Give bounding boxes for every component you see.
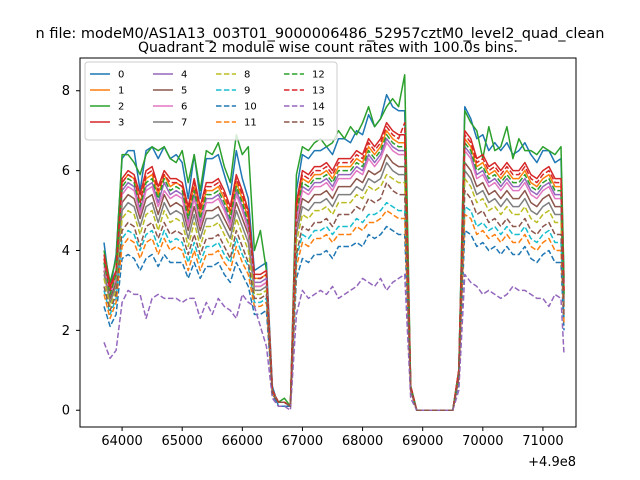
- figure-suptitle: n file: modeM0/AS1A13_003T01_9000006486_…: [36, 26, 605, 42]
- y-axis: 0 2 4 6 8: [62, 84, 80, 419]
- y-tick-label: 8: [62, 84, 70, 99]
- legend-label-3: 3: [118, 118, 124, 129]
- x-tick-label: 67000: [282, 434, 323, 449]
- x-tick-label: 66000: [222, 434, 263, 449]
- legend-label-2: 2: [118, 102, 124, 113]
- legend-label-12: 12: [312, 70, 325, 81]
- series-line-9: [103, 201, 565, 411]
- series-line-5: [103, 153, 565, 411]
- legend-label-13: 13: [312, 86, 325, 97]
- legend-label-5: 5: [181, 86, 187, 97]
- series-line-14: [103, 273, 565, 411]
- x-tick-label: 64000: [101, 434, 142, 449]
- y-tick-label: 2: [62, 324, 70, 339]
- series-line-10: [103, 225, 565, 411]
- series-line-7: [103, 161, 565, 411]
- y-tick-label: 6: [62, 164, 70, 179]
- legend-label-7: 7: [181, 118, 187, 129]
- legend-label-4: 4: [181, 70, 187, 81]
- series-line-11: [103, 209, 565, 411]
- series-line-12: [103, 133, 565, 411]
- legend-label-8: 8: [244, 70, 250, 81]
- series-line-0: [103, 93, 565, 411]
- x-tick-label: 69000: [402, 434, 443, 449]
- series-line-13: [103, 121, 565, 411]
- legend-box: [84, 61, 338, 141]
- legend-label-9: 9: [244, 86, 250, 97]
- series-line-15: [103, 181, 565, 411]
- legend-label-14: 14: [312, 102, 325, 113]
- series-line-3: [103, 121, 565, 411]
- legend-label-0: 0: [118, 70, 124, 81]
- series-line-4: [103, 137, 565, 411]
- y-tick-label: 0: [62, 404, 70, 419]
- y-tick-label: 4: [62, 244, 70, 259]
- legend-label-10: 10: [244, 102, 257, 113]
- x-tick-label: 71000: [522, 434, 563, 449]
- x-offset-label: +4.9e8: [528, 455, 576, 470]
- series-line-6: [103, 141, 565, 411]
- legend-label-11: 11: [244, 118, 257, 129]
- plot-frame: [79, 57, 577, 428]
- x-tick-label: 70000: [462, 434, 503, 449]
- legend-label-15: 15: [312, 118, 325, 129]
- series-layer: [103, 74, 565, 411]
- x-axis: 64000 65000 66000 67000 68000 69000 70000 71000: [101, 427, 564, 449]
- series-line-8: [103, 173, 565, 411]
- legend-label-6: 6: [181, 102, 187, 113]
- x-tick-label: 68000: [342, 434, 383, 449]
- x-tick-label: 65000: [162, 434, 203, 449]
- legend-label-1: 1: [118, 86, 124, 97]
- chart-title: Quadrant 2 module wise count rates with …: [138, 40, 518, 56]
